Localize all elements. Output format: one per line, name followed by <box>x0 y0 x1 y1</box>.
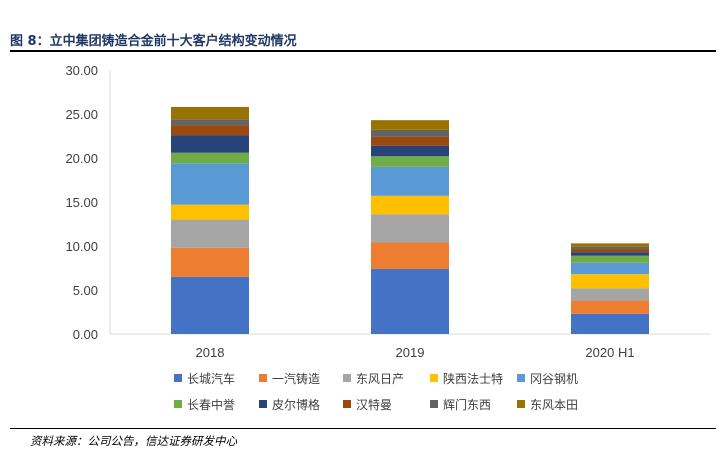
legend-swatch <box>174 400 182 408</box>
bar-segment <box>371 166 449 196</box>
figure-source: 资料来源：公司公告，信达证券研发中心 <box>30 434 237 448</box>
legend-label: 长春中誉 <box>187 397 235 412</box>
bar-segment <box>171 163 249 205</box>
legend-swatch <box>343 400 351 408</box>
bars-layer <box>171 106 649 334</box>
axis-layer: 0.00 5.00 10.00 15.00 20.00 25.00 30.00 2018 201… <box>65 63 710 360</box>
legend-label: 皮尔博格 <box>272 397 320 412</box>
bar-segment <box>571 249 649 253</box>
legend-swatch <box>517 400 525 408</box>
legend-swatch <box>430 374 438 382</box>
bar-segment <box>171 119 249 126</box>
bar-segment <box>171 247 249 277</box>
bar-segment <box>171 276 249 334</box>
legend-swatch <box>343 374 351 382</box>
legend-label: 东风本田 <box>530 398 578 412</box>
legend-label: 一汽铸造 <box>272 371 320 386</box>
y-tick-label: 30.00 <box>65 63 98 78</box>
legend-swatch <box>174 374 182 382</box>
bar-segment <box>571 246 649 250</box>
legend-label: 辉门东西 <box>443 397 491 412</box>
legend-label: 冈谷钢机 <box>530 372 578 386</box>
figure-header: 图 8：立中集团铸造合金前十大客户结构变动情况 <box>10 28 716 52</box>
y-tick-label: 15.00 <box>65 195 98 210</box>
bar-segment <box>171 152 249 164</box>
bar-segment <box>371 145 449 157</box>
bar-segment <box>371 268 449 334</box>
bar-segment <box>371 129 449 137</box>
figure-footer-rule <box>10 428 716 429</box>
x-category-label: 2020 H1 <box>585 345 634 360</box>
figure-title: 图 8：立中集团铸造合金前十大客户结构变动情况 <box>10 34 297 49</box>
bar-segment <box>571 252 649 256</box>
y-tick-label: 0.00 <box>73 327 98 342</box>
x-category-label: 2019 <box>396 345 425 360</box>
bar-segment <box>371 195 449 215</box>
legend-swatch <box>259 374 267 382</box>
bar-segment <box>171 135 249 153</box>
legend-label: 陕西法士特 <box>443 371 503 386</box>
bar-segment <box>371 242 449 269</box>
bar-segment <box>571 243 649 247</box>
bar-segment <box>571 262 649 275</box>
y-tick-label: 5.00 <box>73 283 98 298</box>
bar-segment <box>371 136 449 146</box>
bar-segment <box>371 156 449 167</box>
y-tick-label: 10.00 <box>65 239 98 254</box>
bar-segment <box>171 219 249 248</box>
bar-segment <box>571 288 649 301</box>
legend-swatch <box>430 400 438 408</box>
x-category-label: 2018 <box>196 345 225 360</box>
y-tick-label: 25.00 <box>65 107 98 122</box>
legend-label: 东风日产 <box>356 372 404 386</box>
legend-swatch <box>517 374 525 382</box>
bar-segment <box>371 214 449 243</box>
bar-segment <box>571 255 649 263</box>
bar-segment <box>571 313 649 334</box>
legend-swatch <box>259 400 267 408</box>
bar-segment <box>571 300 649 314</box>
legend-label: 长城汽车 <box>187 371 235 386</box>
bar-segment <box>171 106 249 120</box>
bar-segment <box>571 274 649 289</box>
legend-label: 汉特曼 <box>356 397 392 412</box>
y-tick-label: 20.00 <box>65 151 98 166</box>
bar-segment <box>171 125 249 136</box>
bar-segment <box>371 120 449 130</box>
bar-segment <box>171 204 249 220</box>
